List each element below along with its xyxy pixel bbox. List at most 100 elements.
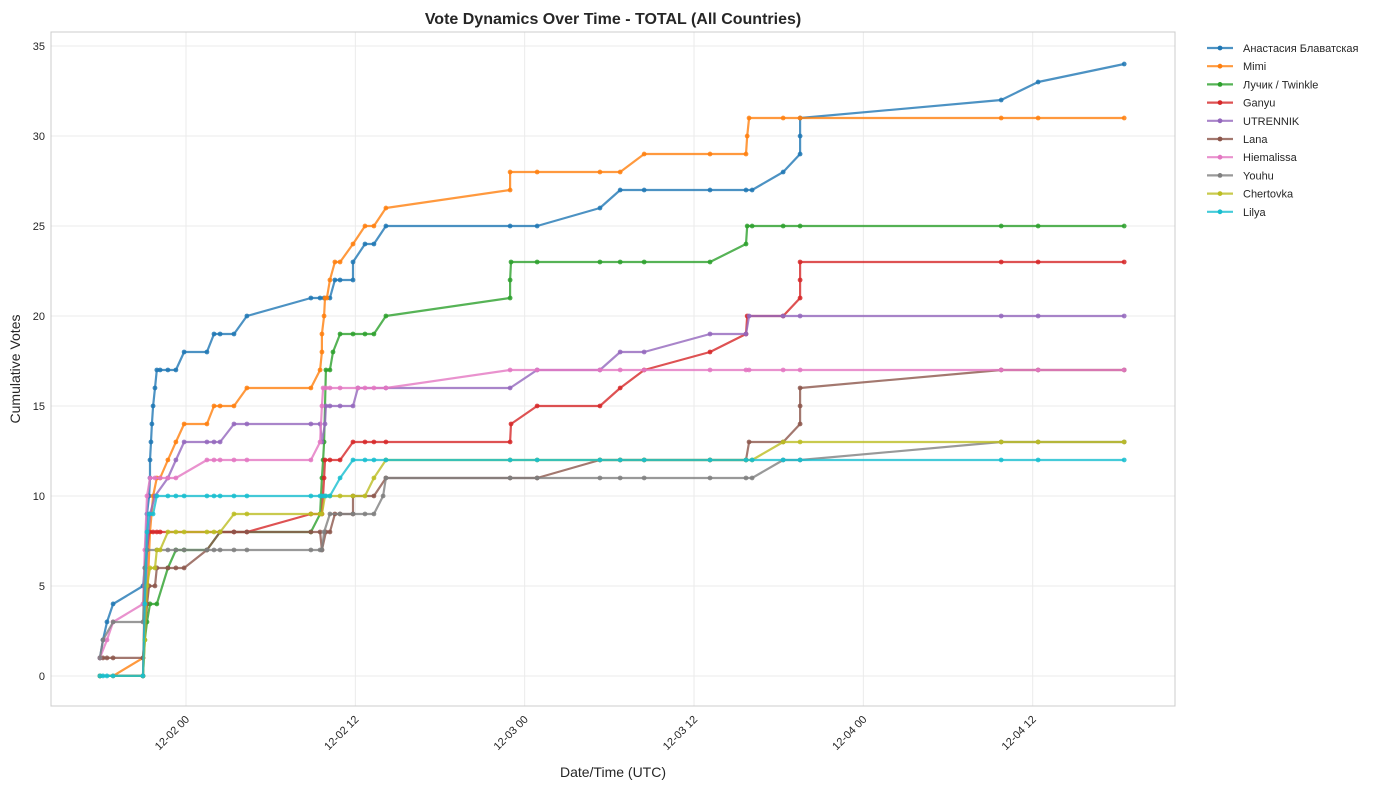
data-point	[244, 385, 250, 391]
data-point	[173, 439, 179, 445]
x-tick-label: 12-02 00	[153, 714, 192, 753]
data-point	[337, 331, 343, 337]
data-point	[371, 331, 377, 337]
data-point	[507, 367, 513, 373]
data-point	[507, 475, 513, 481]
data-point	[323, 385, 329, 391]
data-point	[319, 547, 325, 553]
data-point	[165, 529, 171, 535]
data-point	[617, 385, 623, 391]
data-point	[337, 385, 343, 391]
data-point	[308, 493, 314, 499]
data-point	[337, 259, 343, 265]
data-point	[173, 475, 179, 481]
data-point	[362, 385, 368, 391]
data-point	[104, 637, 110, 643]
data-point	[507, 277, 513, 283]
data-point	[157, 367, 163, 373]
data-point	[597, 475, 603, 481]
data-point	[154, 493, 160, 499]
data-point	[641, 187, 647, 193]
data-point	[144, 529, 150, 535]
data-point	[362, 511, 368, 517]
legend-item: Ganyu	[1207, 98, 1275, 110]
data-point	[780, 313, 786, 319]
data-point	[507, 223, 513, 229]
data-point	[707, 151, 713, 157]
data-point	[749, 187, 755, 193]
data-point	[1035, 367, 1041, 373]
data-point	[797, 385, 803, 391]
y-tick-label: 15	[33, 401, 45, 413]
data-point	[534, 403, 540, 409]
legend-marker	[1217, 191, 1223, 197]
data-point	[534, 259, 540, 265]
data-point	[383, 385, 389, 391]
data-point	[355, 385, 361, 391]
data-point	[797, 367, 803, 373]
data-point	[350, 241, 356, 247]
data-point	[597, 169, 603, 175]
data-point	[743, 187, 749, 193]
data-point	[323, 493, 329, 499]
data-point	[244, 313, 250, 319]
data-point	[383, 457, 389, 463]
data-point	[350, 403, 356, 409]
legend-item: UTRENNIK	[1207, 116, 1300, 128]
data-point	[204, 421, 210, 427]
data-point	[743, 241, 749, 247]
data-point	[332, 259, 338, 265]
x-tick-label: 12-03 00	[492, 714, 531, 753]
data-point	[1121, 259, 1127, 265]
data-point	[797, 295, 803, 301]
data-point	[204, 493, 210, 499]
data-point	[371, 223, 377, 229]
data-point	[362, 241, 368, 247]
data-point	[383, 313, 389, 319]
data-point	[244, 529, 250, 535]
data-point	[1035, 259, 1041, 265]
data-point	[319, 331, 325, 337]
data-point	[181, 529, 187, 535]
data-point	[350, 439, 356, 445]
data-point	[142, 601, 148, 607]
y-tick-label: 0	[39, 671, 45, 683]
legend-label: Hiemalissa	[1243, 152, 1298, 164]
y-tick-label: 5	[39, 581, 45, 593]
data-point	[327, 511, 333, 517]
data-point	[165, 565, 171, 571]
data-point	[362, 223, 368, 229]
data-point	[308, 457, 314, 463]
data-point	[371, 457, 377, 463]
data-point	[797, 223, 803, 229]
data-point	[173, 565, 179, 571]
data-point	[308, 421, 314, 427]
data-point	[204, 439, 210, 445]
data-point	[173, 547, 179, 553]
data-point	[231, 511, 237, 517]
legend-item: Lilya	[1207, 207, 1267, 219]
data-point	[383, 475, 389, 481]
data-point	[797, 403, 803, 409]
legend-marker	[1217, 136, 1223, 142]
data-point	[1035, 313, 1041, 319]
series-line	[98, 62, 1125, 659]
legend-marker	[1217, 118, 1223, 124]
data-point	[231, 403, 237, 409]
data-point	[350, 259, 356, 265]
data-point	[317, 367, 323, 373]
data-point	[597, 403, 603, 409]
data-point	[110, 601, 116, 607]
plot-frame	[50, 31, 1176, 707]
data-point	[743, 331, 749, 337]
data-point	[110, 655, 116, 661]
data-point	[157, 475, 163, 481]
legend-label: Ganyu	[1243, 98, 1275, 110]
data-point	[308, 295, 314, 301]
legend-label: Lana	[1243, 134, 1268, 146]
data-point	[1035, 79, 1041, 85]
data-point	[350, 493, 356, 499]
data-point	[231, 547, 237, 553]
data-point	[641, 475, 647, 481]
x-tick-label: 12-03 12	[661, 714, 700, 753]
